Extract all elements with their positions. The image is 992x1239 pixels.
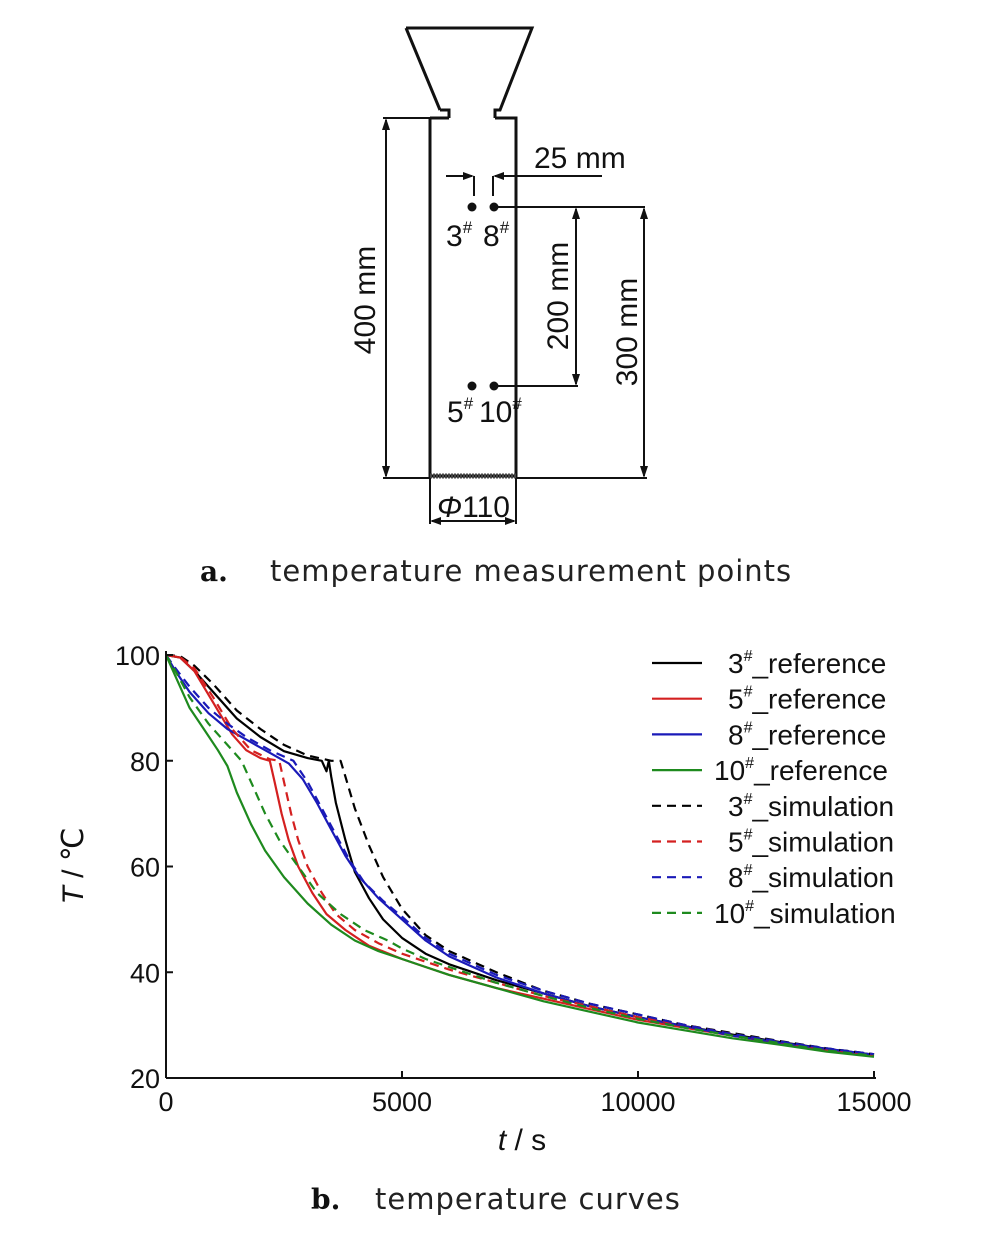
legend-label: 5#_simulation (728, 827, 894, 858)
x-tick-label: 15000 (836, 1087, 911, 1117)
caption-b-text: temperature curves (375, 1182, 681, 1216)
y-tick-label: 20 (130, 1064, 160, 1094)
series-line-5-reference (165, 653, 875, 1057)
y-tick-label: 60 (130, 853, 160, 883)
x-axis-label: t / s (498, 1124, 546, 1157)
y-axis-label: T / ℃ (57, 827, 90, 904)
series-line-8-simulation (165, 654, 875, 1056)
funnel-outline (404, 26, 535, 118)
spacing-arrow-left (463, 172, 474, 180)
caption-a: a. temperature measurement points (200, 554, 792, 588)
legend-label: 5#_reference (728, 684, 886, 715)
dim-400-label: 400 mm (349, 246, 382, 354)
point-3-marker (467, 202, 477, 212)
series-line-10-simulation (165, 654, 875, 1057)
spacing-arrow-right (493, 172, 504, 180)
dim-300-arrow-top (640, 207, 648, 219)
y-tick-label: 80 (130, 747, 160, 777)
point-5-label: 5# (447, 394, 474, 429)
point-8-label: 8# (483, 218, 510, 253)
axes-layer: 20 40 60 80 100 0 5000 10000 15000 (115, 641, 912, 1117)
y-tick-label: 40 (130, 958, 160, 988)
diam-arrow-right (505, 517, 516, 525)
series-line-3-simulation (165, 653, 875, 1056)
caption-a-letter: a. (200, 555, 228, 588)
x-tick-label: 0 (158, 1087, 173, 1117)
legend-label: 3#_simulation (728, 791, 894, 822)
chart-panel-b: 20 40 60 80 100 0 5000 10000 15000 3#_reference 5… (57, 641, 912, 1216)
legend: 3#_reference 5#_reference 8#_reference 10#_… (652, 648, 896, 929)
legend-label: 8#_reference (728, 719, 886, 750)
dim-300-label: 300 mm (611, 278, 644, 386)
dim-400-arrow-top (382, 118, 390, 130)
y-tick-label: 100 (115, 641, 160, 671)
x-tick-label: 10000 (600, 1087, 675, 1117)
dim-300-arrow-bottom (640, 466, 648, 478)
spacing-label: 25 mm (534, 142, 626, 175)
legend-label: 10#_reference (714, 755, 888, 786)
series-line-10-reference (164, 654, 875, 1058)
legend-label: 8#_simulation (728, 862, 894, 893)
series-layer (164, 653, 875, 1058)
dim-200-arrow-bottom (572, 374, 580, 386)
legend-label: 3#_reference (728, 648, 886, 679)
point-10-label: 10# (479, 394, 522, 429)
legend-label: 10#_simulation (714, 898, 896, 929)
dim-200-arrow-top (572, 207, 580, 219)
dim-400-arrow-bottom (382, 466, 390, 478)
diam-label: Φ110 (437, 491, 510, 524)
caption-b: b. temperature curves (311, 1182, 681, 1216)
diagram-panel-a: 400 mm 25 mm 3# 8# 5# 10# 200 mm 300 mm (200, 26, 792, 588)
point-3-label: 3# (446, 218, 473, 253)
point-5-marker (467, 381, 477, 391)
caption-b-letter: b. (311, 1183, 340, 1216)
dim-200-label: 200 mm (542, 242, 575, 350)
diam-arrow-left (430, 517, 441, 525)
caption-a-text: temperature measurement points (270, 554, 792, 588)
x-tick-label: 5000 (372, 1087, 432, 1117)
